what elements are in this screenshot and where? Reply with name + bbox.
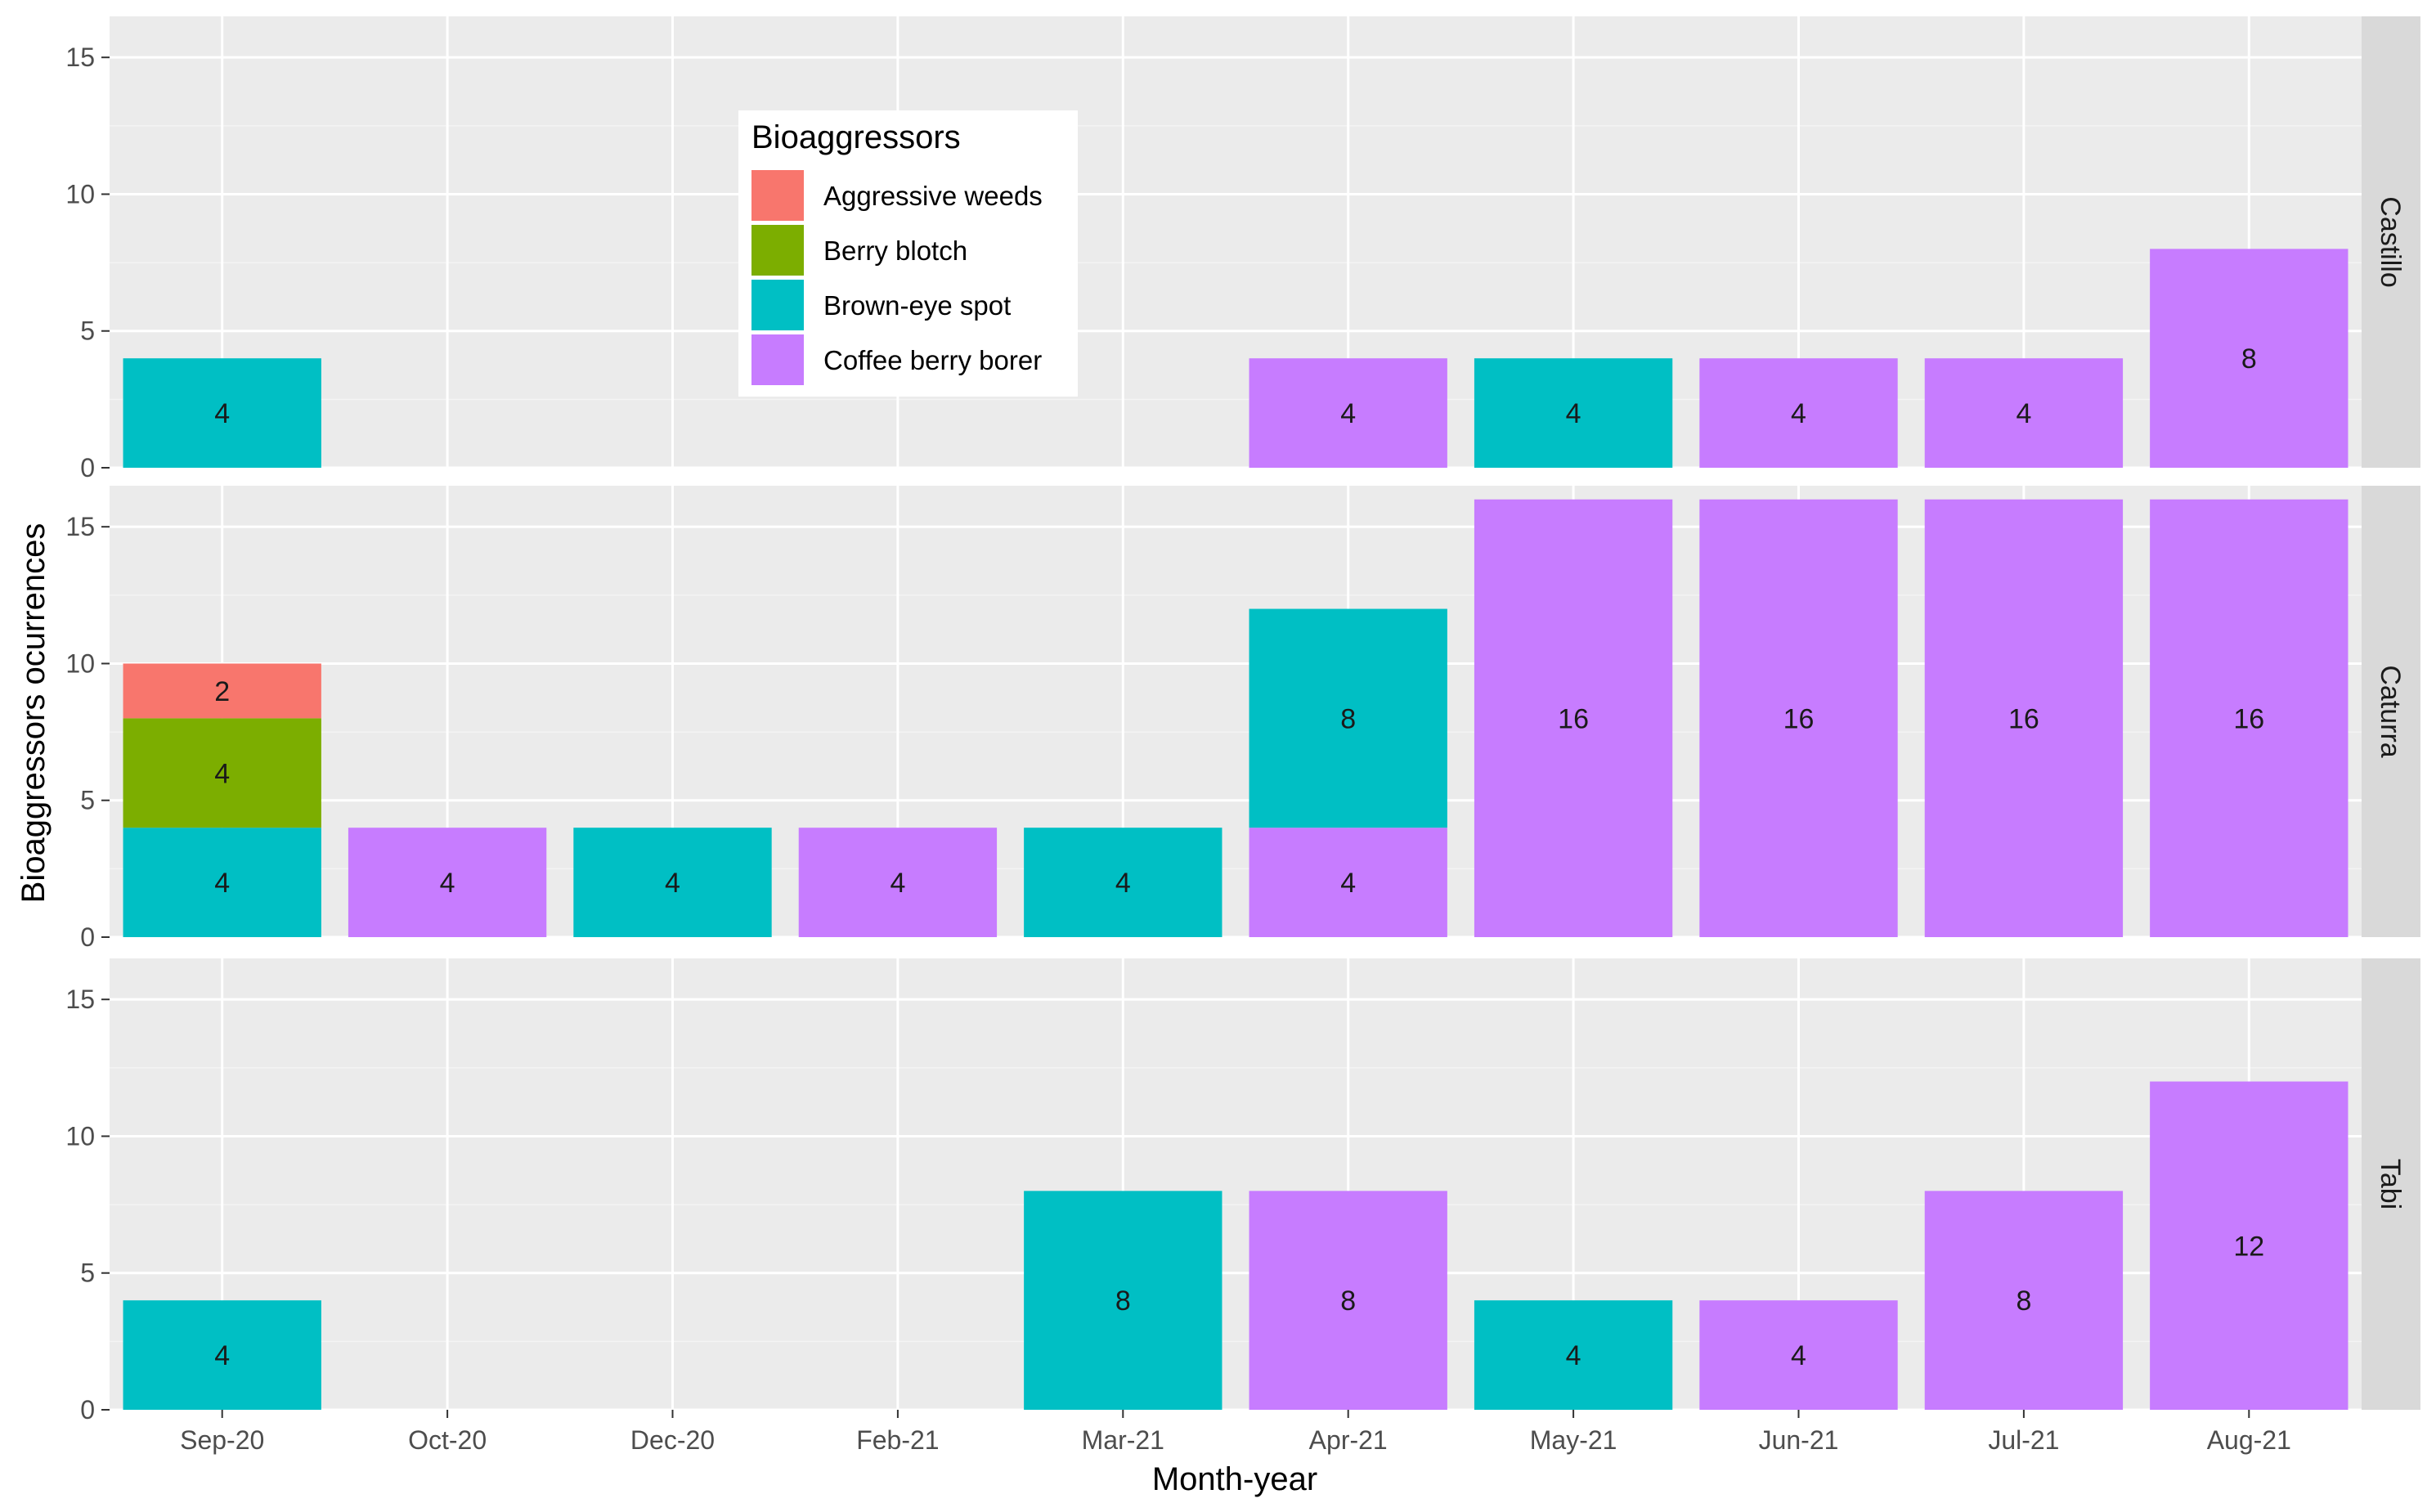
x-tick-label: Jun-21 xyxy=(1759,1425,1839,1455)
y-tick-label: 0 xyxy=(80,453,95,482)
bar-segment xyxy=(1474,499,1673,937)
y-tick-label: 5 xyxy=(80,316,95,346)
bar-value-label: 4 xyxy=(214,758,230,789)
bar-value-label: 2 xyxy=(214,676,230,707)
y-tick-label: 0 xyxy=(80,922,95,952)
bar-value-label: 4 xyxy=(1791,398,1806,429)
y-axis-title: Bioaggressors ocurrences xyxy=(16,523,52,904)
x-tick-label: Oct-20 xyxy=(408,1425,487,1455)
bar-value-label: 8 xyxy=(1340,703,1356,734)
bar-segment xyxy=(1924,358,2124,468)
legend: Bioaggressors Aggressive weeds Berry blotc… xyxy=(738,110,1078,397)
y-tick-label: 0 xyxy=(80,1395,95,1425)
bar-segment xyxy=(1249,828,1447,937)
facet-label: Tabi xyxy=(2375,1159,2406,1209)
facet-strip xyxy=(2362,16,2420,468)
legend-swatch xyxy=(751,225,804,276)
bar-value-label: 4 xyxy=(1115,868,1131,899)
y-tick-label: 15 xyxy=(65,43,95,72)
bar-segment xyxy=(798,828,998,937)
x-tick-label: Dec-20 xyxy=(630,1425,715,1455)
x-tick-label: Apr-21 xyxy=(1309,1425,1388,1455)
bar-segment xyxy=(1474,1300,1673,1410)
legend-label: Aggressive weeds xyxy=(823,181,1043,211)
bar-segment xyxy=(1474,358,1673,468)
legend-swatch xyxy=(751,170,804,221)
bar-segment xyxy=(1024,828,1222,937)
x-tick-label: May-21 xyxy=(1530,1425,1617,1455)
bar-segment xyxy=(2150,249,2349,468)
bar-value-label: 4 xyxy=(1340,398,1356,429)
bar-segment xyxy=(1699,1300,1898,1410)
x-tick-label: Jul-21 xyxy=(1988,1425,2059,1455)
panel-caturra: 0 5 10 15 4 4 2 4 4 4 4 4 8 16 16 16 16 Caturra xyxy=(65,486,2420,952)
facet-strip xyxy=(2362,958,2420,1410)
bar-segment xyxy=(348,828,547,937)
legend-swatch xyxy=(751,280,804,330)
bar-value-label: 4 xyxy=(440,868,455,899)
panel-castillo: 0 5 10 15 4 4 4 4 4 8 Castillo xyxy=(65,16,2420,482)
bar-value-label: 4 xyxy=(890,868,905,899)
bar-value-label: 8 xyxy=(2241,343,2257,375)
bar-value-label: 4 xyxy=(214,398,230,429)
y-tick-label: 10 xyxy=(65,648,95,678)
y-tick-label: 10 xyxy=(65,1121,95,1151)
bar-value-label: 4 xyxy=(1791,1340,1806,1371)
bar-value-label: 4 xyxy=(1566,1340,1581,1371)
bar-segment xyxy=(1699,358,1898,468)
legend-title: Bioaggressors xyxy=(751,119,961,155)
bar-segment xyxy=(1924,1191,2124,1410)
bar-segment xyxy=(1024,1191,1222,1410)
bar-segment xyxy=(2150,499,2349,937)
bar-segment xyxy=(1924,499,2124,937)
bar-segment xyxy=(1699,499,1898,937)
bar-value-label: 4 xyxy=(1566,398,1581,429)
x-tick-label: Mar-21 xyxy=(1082,1425,1164,1455)
legend-label: Brown-eye spot xyxy=(823,290,1011,321)
bar-segment xyxy=(573,828,772,937)
bar-value-label: 8 xyxy=(2016,1285,2031,1317)
panel-tabi: 0 5 10 15 4 8 8 4 4 8 12 Tabi xyxy=(65,958,2420,1425)
bar-segment xyxy=(1249,608,1447,828)
panels-layer: 0 5 10 15 4 4 4 4 4 8 Castillo 0 5 10 15 4 4 2 4 4 4 4 4 8 16 16 1… xyxy=(65,16,2420,1425)
y-tick-label: 15 xyxy=(65,985,95,1014)
bar-value-label: 16 xyxy=(2008,703,2039,734)
bar-value-label: 16 xyxy=(1783,703,1815,734)
bar-value-label: 8 xyxy=(1340,1285,1356,1317)
bar-value-label: 8 xyxy=(1115,1285,1131,1317)
bar-value-label: 4 xyxy=(214,868,230,899)
bar-segment xyxy=(123,1300,321,1410)
bar-segment xyxy=(123,828,321,937)
bar-value-label: 4 xyxy=(1340,868,1356,899)
bar-segment xyxy=(123,663,321,719)
bar-value-label: 4 xyxy=(214,1340,230,1371)
legend-swatch xyxy=(751,334,804,385)
x-tick-label: Sep-20 xyxy=(180,1425,264,1455)
facet-label: Castillo xyxy=(2375,196,2406,287)
bar-value-label: 4 xyxy=(2016,398,2031,429)
x-axis: Sep-20 Oct-20 Dec-20 Feb-21 Mar-21 Apr-21 May-… xyxy=(180,1410,2291,1455)
y-tick-label: 15 xyxy=(65,512,95,541)
bar-segment xyxy=(2150,1081,2349,1410)
facet-label: Caturra xyxy=(2375,665,2406,757)
bar-segment xyxy=(123,718,321,828)
bar-segment xyxy=(1249,358,1447,468)
y-tick-label: 5 xyxy=(80,786,95,815)
x-tick-label: Feb-21 xyxy=(856,1425,939,1455)
facet-strip xyxy=(2362,486,2420,937)
x-axis-title: Month-year xyxy=(1152,1461,1317,1497)
bar-segment xyxy=(1249,1191,1447,1410)
y-tick-label: 10 xyxy=(65,179,95,209)
legend-label: Berry blotch xyxy=(823,236,967,266)
bar-value-label: 16 xyxy=(1558,703,1589,734)
y-tick-label: 5 xyxy=(80,1259,95,1288)
bar-value-label: 12 xyxy=(2233,1231,2264,1262)
x-tick-label: Aug-21 xyxy=(2207,1425,2291,1455)
legend-label: Coffee berry borer xyxy=(823,345,1042,375)
bar-value-label: 4 xyxy=(665,868,680,899)
bar-segment xyxy=(123,358,321,468)
bar-value-label: 16 xyxy=(2233,703,2264,734)
